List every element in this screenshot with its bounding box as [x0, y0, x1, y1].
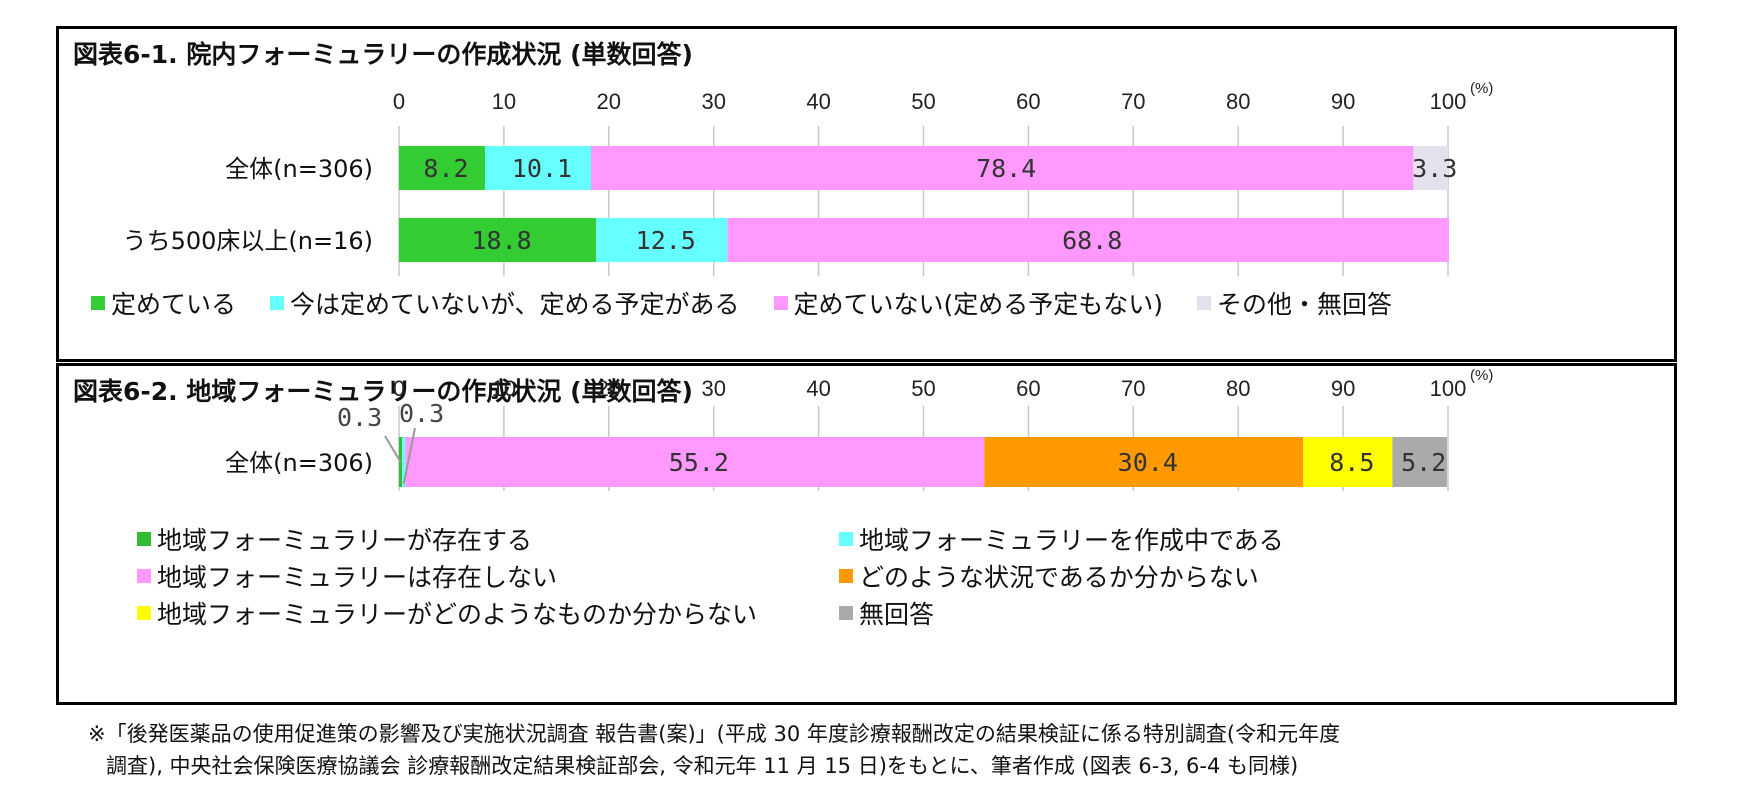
- x-tick-label: 20: [597, 89, 621, 114]
- legend-label: その他・無回答: [1217, 290, 1393, 319]
- leader-line: [402, 427, 416, 485]
- data-label: 8.2: [423, 154, 468, 183]
- data-label: 3.3: [1412, 154, 1457, 183]
- bar-segment: [984, 437, 1304, 487]
- data-label: 18.8: [471, 226, 531, 255]
- bar-segment: [1413, 146, 1448, 190]
- x-tick-label: 80: [1226, 89, 1250, 114]
- x-tick-label: 40: [806, 376, 830, 401]
- x-tick-label: 40: [806, 89, 830, 114]
- legend-swatch: [137, 532, 151, 546]
- legend-item: 地域フォーミュラリーがどのようなものか分からない: [137, 595, 757, 631]
- legend-item: その他・無回答: [1197, 285, 1392, 321]
- legend-1: 定めている 今は定めていないが、定める予定がある 定めていない(定める予定もない) そ…: [91, 285, 1426, 321]
- x-tick-label: 30: [701, 89, 725, 114]
- legend-swatch: [1197, 296, 1212, 310]
- x-tick-label: 0: [393, 376, 405, 401]
- x-tick-label: 50: [911, 376, 935, 401]
- legend-item: どのような状況であるか分からない: [839, 558, 1259, 594]
- category-label: うち500床以上(n=16): [123, 227, 373, 255]
- data-label: 55.2: [669, 448, 729, 477]
- data-label: 5.2: [1401, 448, 1446, 477]
- legend-item: 定めていない(定める予定もない): [773, 285, 1164, 321]
- source-note: ※「後発医薬品の使用促進策の影響及び実施状況調査 報告書(案)」(平成 30 年…: [88, 718, 1340, 782]
- x-tick-label: 60: [1016, 376, 1040, 401]
- legend-label: 定めている: [111, 290, 237, 319]
- chart-title: 図表6-2. 地域フォーミュラリーの作成状況 (単数回答): [73, 377, 693, 406]
- legend-label: 地域フォーミュラリーがどのようなものか分からない: [157, 600, 758, 629]
- legend-label: 地域フォーミュラリーが存在する: [157, 526, 533, 555]
- legend-2: 地域フォーミュラリーが存在する 地域フォーミュラリーを作成中である地域フォーミュラ…: [137, 521, 1637, 641]
- x-tick-label: 60: [1016, 89, 1040, 114]
- legend-label: 地域フォーミュラリーを作成中である: [859, 526, 1284, 555]
- data-label: 8.5: [1329, 448, 1374, 477]
- bar-segment: [1392, 437, 1447, 487]
- legend-swatch: [137, 606, 151, 620]
- x-tick-label: 10: [492, 89, 516, 114]
- data-label: 12.5: [636, 226, 696, 255]
- x-tick-label: 50: [911, 89, 935, 114]
- bar-segment: [402, 437, 406, 487]
- x-tick-label: 100: [1430, 376, 1467, 401]
- legend-item: 地域フォーミュラリーは存在しない: [137, 558, 557, 594]
- legend-label: どのような状況であるか分からない: [859, 563, 1259, 592]
- legend-item: 地域フォーミュラリーを作成中である: [839, 521, 1284, 557]
- legend-label: 無回答: [859, 600, 935, 629]
- legend-label: 定めていない(定める予定もない): [793, 290, 1164, 319]
- legend-swatch: [91, 296, 105, 310]
- data-label: 0.3: [337, 403, 382, 432]
- category-label: 全体(n=306): [225, 449, 373, 477]
- legend-swatch: [839, 606, 853, 620]
- legend-label: 地域フォーミュラリーは存在しない: [157, 563, 558, 592]
- bar-segment: [405, 437, 985, 487]
- unit-label: (%): [1470, 367, 1493, 384]
- bar-segment: [727, 218, 1450, 262]
- bar-segment: [399, 146, 486, 190]
- data-label: 30.4: [1118, 448, 1178, 477]
- chart-panel-2: 図表6-2. 地域フォーミュラリーの作成状況 (単数回答) 0 10 20 30 40 5…: [56, 363, 1677, 705]
- bar-segment: [590, 146, 1414, 190]
- legend-swatch: [773, 296, 788, 310]
- legend-swatch: [137, 569, 151, 583]
- x-tick-label: 0: [393, 89, 405, 114]
- x-tick-label: 20: [597, 376, 621, 401]
- x-tick-label: 70: [1121, 89, 1145, 114]
- data-label: 78.4: [976, 154, 1036, 183]
- chart-title: 図表6-1. 院内フォーミュラリーの作成状況 (単数回答): [73, 40, 693, 69]
- bar-segment: [596, 218, 728, 262]
- legend-swatch: [270, 296, 285, 310]
- data-label: 68.8: [1062, 226, 1122, 255]
- source-note-line-1: ※「後発医薬品の使用促進策の影響及び実施状況調査 報告書(案)」(平成 30 年…: [88, 722, 1341, 746]
- x-tick-label: 30: [701, 376, 725, 401]
- x-tick-label: 100: [1430, 89, 1467, 114]
- bar-segment: [1303, 437, 1393, 487]
- x-tick-label: 80: [1226, 376, 1250, 401]
- data-label: 10.1: [512, 154, 572, 183]
- stacked-bar-chart-2: 0 10 20 30 40 50 60 70 80 90 100(%) 全体(n=306) 55.2 30…: [225, 367, 1493, 491]
- legend-item: 定めている: [91, 285, 236, 321]
- bar-segment: [485, 146, 591, 190]
- x-tick-label: 10: [492, 376, 516, 401]
- bar-segment: [399, 218, 597, 262]
- legend-item: 今は定めていないが、定める予定がある: [270, 285, 740, 321]
- legend-swatch: [839, 569, 853, 583]
- legend-item: 地域フォーミュラリーが存在する: [137, 521, 532, 557]
- source-note-line-2: 調査), 中央社会保険医療協議会 診療報酬改定結果検証部会, 令和元年 11 月…: [106, 754, 1299, 778]
- legend-label: 今は定めていないが、定める予定がある: [290, 290, 740, 319]
- legend-item: 無回答: [839, 595, 934, 631]
- legend-swatch: [839, 532, 853, 546]
- x-tick-label: 90: [1331, 89, 1355, 114]
- x-tick-label: 90: [1331, 376, 1355, 401]
- chart-panel-1: 図表6-1. 院内フォーミュラリーの作成状況 (単数回答) 0 10 20 30 40 5…: [56, 26, 1677, 362]
- unit-label: (%): [1470, 80, 1493, 97]
- category-label: 全体(n=306): [225, 155, 373, 183]
- x-tick-label: 70: [1121, 376, 1145, 401]
- data-label: 0.3: [399, 399, 444, 428]
- stacked-bar-chart-1: 0 10 20 30 40 50 60 70 80 90 100(%) 全体(n=306) 8.2 10.…: [123, 80, 1493, 276]
- leader-line: [384, 435, 402, 463]
